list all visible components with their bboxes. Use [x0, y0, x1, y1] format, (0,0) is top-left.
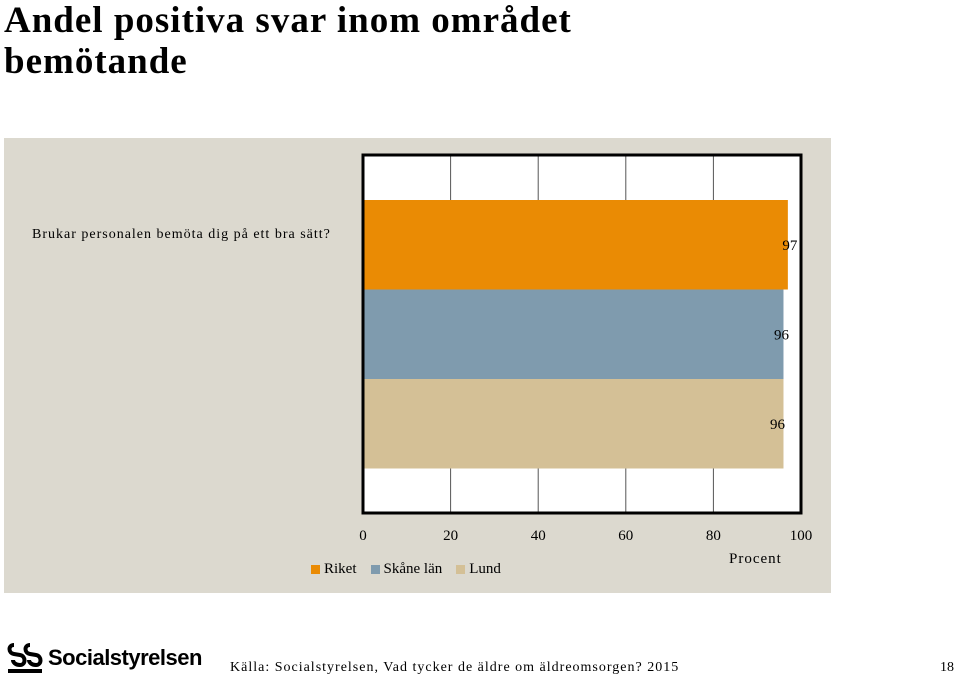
page-number: 18 [940, 660, 954, 675]
x-tick-label-40: 40 [531, 528, 546, 544]
survey-question: Brukar personalen bemöta dig på ett bra … [32, 227, 331, 242]
legend-label-lund: Lund [469, 561, 501, 577]
legend-swatch-skane-lan [370, 565, 380, 574]
legend-swatch-riket [311, 565, 320, 574]
legend-swatch-lund [456, 565, 466, 574]
source-note: Källa: Socialstyrelsen, Vad tycker de äl… [230, 660, 680, 675]
x-tick-label-100: 100 [790, 528, 813, 544]
logo-mark-icon [7, 643, 43, 673]
page-title: Andel positiva svar inom området bemötan… [4, 0, 572, 82]
data-label-riket: 97 [782, 238, 798, 254]
bar-lund [363, 379, 784, 469]
x-tick-label-20: 20 [443, 528, 458, 544]
chart-legend: Riket Skåne län Lund [311, 561, 501, 578]
legend-item-lund: Lund [456, 561, 501, 578]
bar-riket [363, 200, 788, 290]
data-label-lund: 96 [770, 417, 786, 433]
x-tick-label-0: 0 [359, 528, 367, 544]
legend-item-riket: Riket [311, 561, 357, 578]
plot-border [361, 153, 803, 515]
socialstyrelsen-logo: Socialstyrelsen [6, 640, 202, 676]
x-tick-label-60: 60 [618, 528, 633, 544]
data-label-skane-lan: 96 [774, 327, 790, 343]
legend-item-skane-lan: Skåne län [370, 561, 443, 578]
legend-label-skane-lan: Skåne län [383, 561, 443, 577]
logo-wordmark: Socialstyrelsen [48, 645, 202, 670]
bar-skane-lan [363, 289, 784, 379]
x-tick-label-80: 80 [706, 528, 721, 544]
legend-label-riket: Riket [324, 561, 357, 577]
x-axis-title: Procent [729, 551, 782, 567]
